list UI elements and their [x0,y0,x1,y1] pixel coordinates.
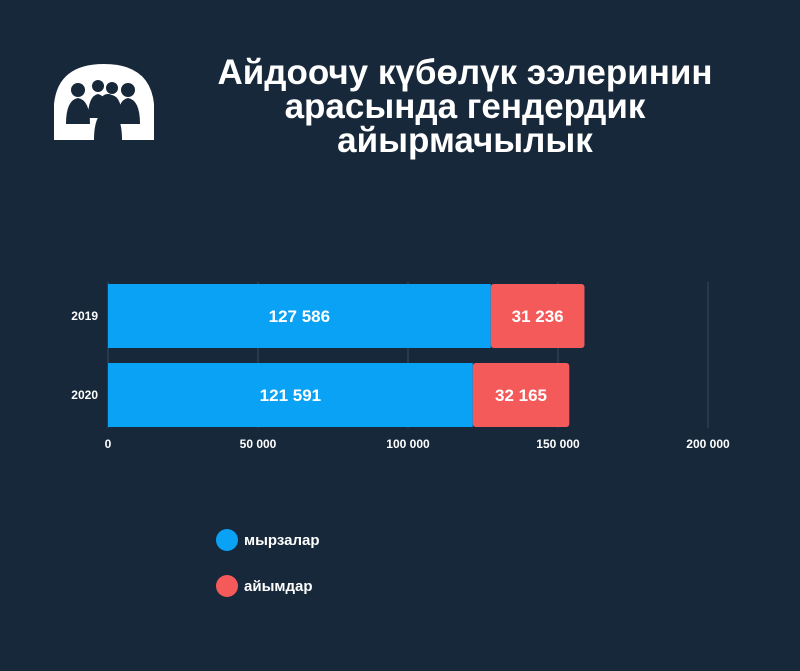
people-group-logo-icon [54,64,154,140]
legend-swatch [216,529,238,551]
category-label: 2020 [71,388,98,402]
legend-label: айымдар [244,577,313,595]
x-tick-label: 100 000 [386,437,430,451]
legend-item: мырзалар [216,528,320,552]
x-tick-label: 50 000 [240,437,277,451]
legend: мырзалар айымдар [216,528,320,620]
data-label: 32 165 [495,386,547,405]
x-tick-label: 0 [105,437,112,451]
legend-item: айымдар [216,574,320,598]
x-tick-label: 150 000 [536,437,580,451]
data-label: 127 586 [269,307,330,326]
legend-label: мырзалар [244,531,320,549]
bar [472,363,570,427]
page-title: Айдоочу күбөлүк ээлеринин арасында генде… [217,53,713,160]
data-label: 121 591 [260,386,321,405]
legend-swatch [216,575,238,597]
bar [490,284,585,348]
x-tick-label: 200 000 [686,437,730,451]
category-label: 2019 [71,309,98,323]
bar [108,284,491,348]
bar [108,363,473,427]
data-label: 31 236 [512,307,564,326]
